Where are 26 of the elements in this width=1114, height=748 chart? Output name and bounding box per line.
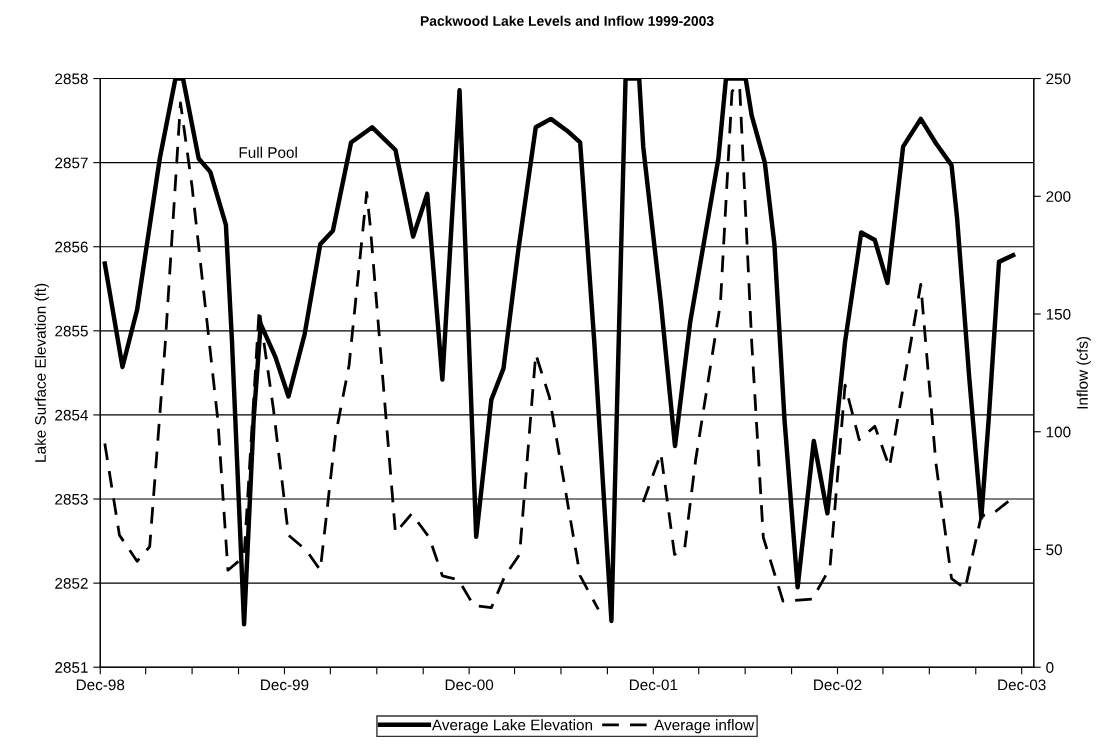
y2-axis-title: Inflow (cfs): [1076, 336, 1091, 409]
annotation: Full Pool: [239, 146, 297, 158]
y-tick-label: 2852: [55, 577, 88, 589]
x-tick-label: Dec-00: [445, 679, 494, 691]
y-tick-label: 2851: [55, 662, 88, 673]
legend-label: Average inflow: [654, 719, 755, 734]
y2-tick-label: 0: [1046, 662, 1054, 673]
y-tick-label: 2853: [55, 493, 88, 505]
y-tick-label: 2854: [55, 409, 89, 421]
x-tick-label: Dec-03: [998, 679, 1046, 691]
y-tick-label: 2855: [55, 325, 88, 337]
x-tick-label: Dec-98: [76, 679, 125, 691]
y-axis-title: Lake Surface Elevation (ft): [34, 283, 49, 462]
y2-tick-label: 50: [1046, 544, 1062, 556]
y2-tick-label: 100: [1046, 426, 1071, 438]
y2-tick-label: 200: [1046, 191, 1071, 202]
y2-tick-label: 150: [1046, 308, 1071, 320]
y-tick-label: 2858: [55, 73, 88, 85]
y-tick-label: 2857: [55, 157, 88, 169]
chart-title: Packwood Lake Levels and Inflow 1999-2003: [420, 15, 714, 26]
x-tick-label: Dec-99: [261, 679, 309, 691]
legend-label: Average Lake Elevation: [431, 719, 593, 734]
y2-tick-label: 250: [1046, 73, 1071, 85]
y-tick-label: 2856: [55, 241, 88, 253]
x-tick-label: Dec-02: [814, 679, 862, 691]
x-tick-label: Dec-01: [629, 679, 678, 691]
